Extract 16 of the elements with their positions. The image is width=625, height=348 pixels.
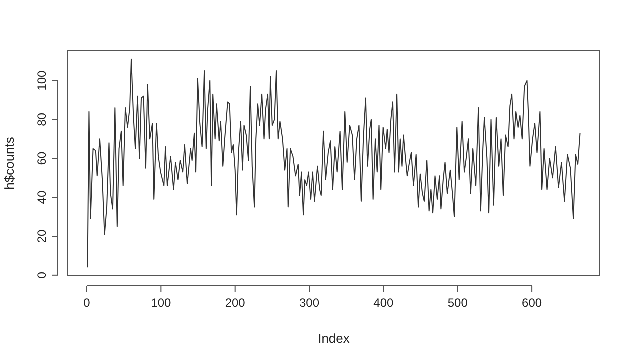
x-tick-label: 500 [448, 296, 468, 310]
x-tick-label: 400 [374, 296, 394, 310]
x-axis-title: Index [318, 331, 350, 346]
y-tick-label: 60 [35, 152, 49, 166]
x-tick-label: 100 [151, 296, 172, 310]
y-tick-label: 40 [35, 190, 49, 204]
x-tick-label: 0 [84, 296, 91, 310]
y-axis-title: h$counts [2, 136, 17, 190]
y-tick-label: 100 [35, 70, 49, 91]
x-tick-label: 300 [300, 296, 320, 310]
x-tick-label: 600 [522, 296, 542, 310]
line-series [87, 58, 581, 268]
y-tick-label: 80 [35, 112, 49, 126]
y-tick-label: 20 [35, 229, 49, 244]
y-tick-label: 0 [35, 272, 49, 279]
x-tick-label: 200 [225, 296, 246, 310]
